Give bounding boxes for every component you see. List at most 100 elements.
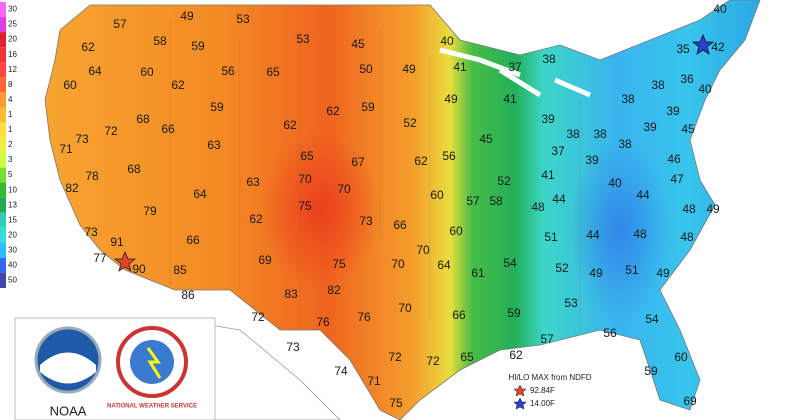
temperature: 64 [88,64,102,78]
temperature: 75 [389,396,403,410]
temperature: 65 [300,149,314,163]
temperature: 61 [471,266,485,280]
temperature: 59 [210,100,224,114]
scale-cell [0,167,6,183]
temperature: 66 [161,122,175,136]
temperature: 39 [643,120,657,134]
temperature: 90 [132,262,146,276]
temperature: 79 [143,204,157,218]
temperature: 57 [540,332,554,346]
scale-label: 13 [8,200,17,209]
temperature: 82 [65,181,79,195]
scale-cell [0,17,6,33]
temperature: 66 [186,233,200,247]
temperature: 58 [489,194,503,208]
scale-label: 30 [8,245,17,254]
scale-label: 12 [8,65,17,74]
temperature: 53 [236,12,250,26]
logo-box: NOAA NATIONAL WEATHER SERVICE [14,317,216,420]
temperature: 68 [136,112,150,126]
cool-area [570,140,670,320]
scale-cell [0,32,6,48]
temperature: 38 [651,78,665,92]
temperature: 73 [286,340,300,354]
max-min-key: HI/LO MAX from NDFD 92.84F 14.00F [495,368,605,414]
temperature: 62 [249,212,263,226]
scale-cell [0,197,6,213]
temperature: 54 [503,256,517,270]
key-title: HI/LO MAX from NDFD [508,373,591,382]
temperature: 53 [564,296,578,310]
temperature: 59 [191,39,205,53]
temperature: 45 [351,37,365,51]
scale-cell [0,107,6,123]
scale-label: 20 [8,230,17,239]
scale-label: 5 [8,170,13,179]
scale-label: 3 [8,155,13,164]
temperature: 50 [359,62,373,76]
temperature: 60 [449,224,463,238]
temperature: 42 [711,40,725,54]
temperature: 65 [460,350,474,364]
great-lakes [439,47,591,98]
temperature: 54 [645,312,659,326]
temperature: 47 [670,172,684,186]
temperature: 62 [509,348,523,362]
min-star [691,33,715,55]
temperature: 60 [63,78,77,92]
temperature: 68 [127,162,141,176]
temperature: 40 [608,176,622,190]
temperature: 38 [618,137,632,151]
temperature: 59 [644,364,658,378]
temperature: 85 [173,263,187,277]
temperature: 36 [680,72,694,86]
scale-cell [0,272,6,288]
temperature: 63 [246,175,260,189]
temperature: 37 [508,60,522,74]
scale-label: 25 [8,20,17,29]
scale-cell [0,2,6,18]
service-name: NATIONAL WEATHER SERVICE [107,404,197,410]
key-min-star [513,397,527,410]
noaa-gull [40,352,96,384]
temperature: 49 [402,62,416,76]
temperature: 46 [667,152,681,166]
scale-cell [0,137,6,153]
temperature: 56 [442,149,456,163]
temperature: 70 [298,172,312,186]
temperature: 45 [479,132,493,146]
temperature: 57 [113,17,127,31]
scale-cell [0,47,6,63]
temperature: 39 [541,112,555,126]
scale-cell [0,122,6,138]
temperature: 41 [541,168,555,182]
temperature: 48 [680,230,694,244]
temperature: 48 [633,227,647,241]
temperature: 44 [552,192,566,206]
temperature: 64 [437,258,451,272]
scale-label: 8 [8,80,13,89]
temperature: 38 [542,52,556,66]
temperature: 57 [466,194,480,208]
scale-label: 15 [8,215,17,224]
temperature: 76 [357,310,371,324]
temperature: 56 [221,64,235,78]
scale-cell [0,227,6,243]
scale-cell [0,152,6,168]
temperature: 69 [258,253,272,267]
scale-cell [0,182,6,198]
temperature: 60 [674,350,688,364]
temperature: 53 [296,32,310,46]
temperature: 48 [531,200,545,214]
scale-cell [0,212,6,228]
key-max-star [513,384,527,397]
temperature: 40 [698,82,712,96]
temperature: 62 [171,78,185,92]
temperature: 49 [656,266,670,280]
temperature: 72 [388,350,402,364]
temperature: 44 [636,188,650,202]
scale-cell [0,92,6,108]
